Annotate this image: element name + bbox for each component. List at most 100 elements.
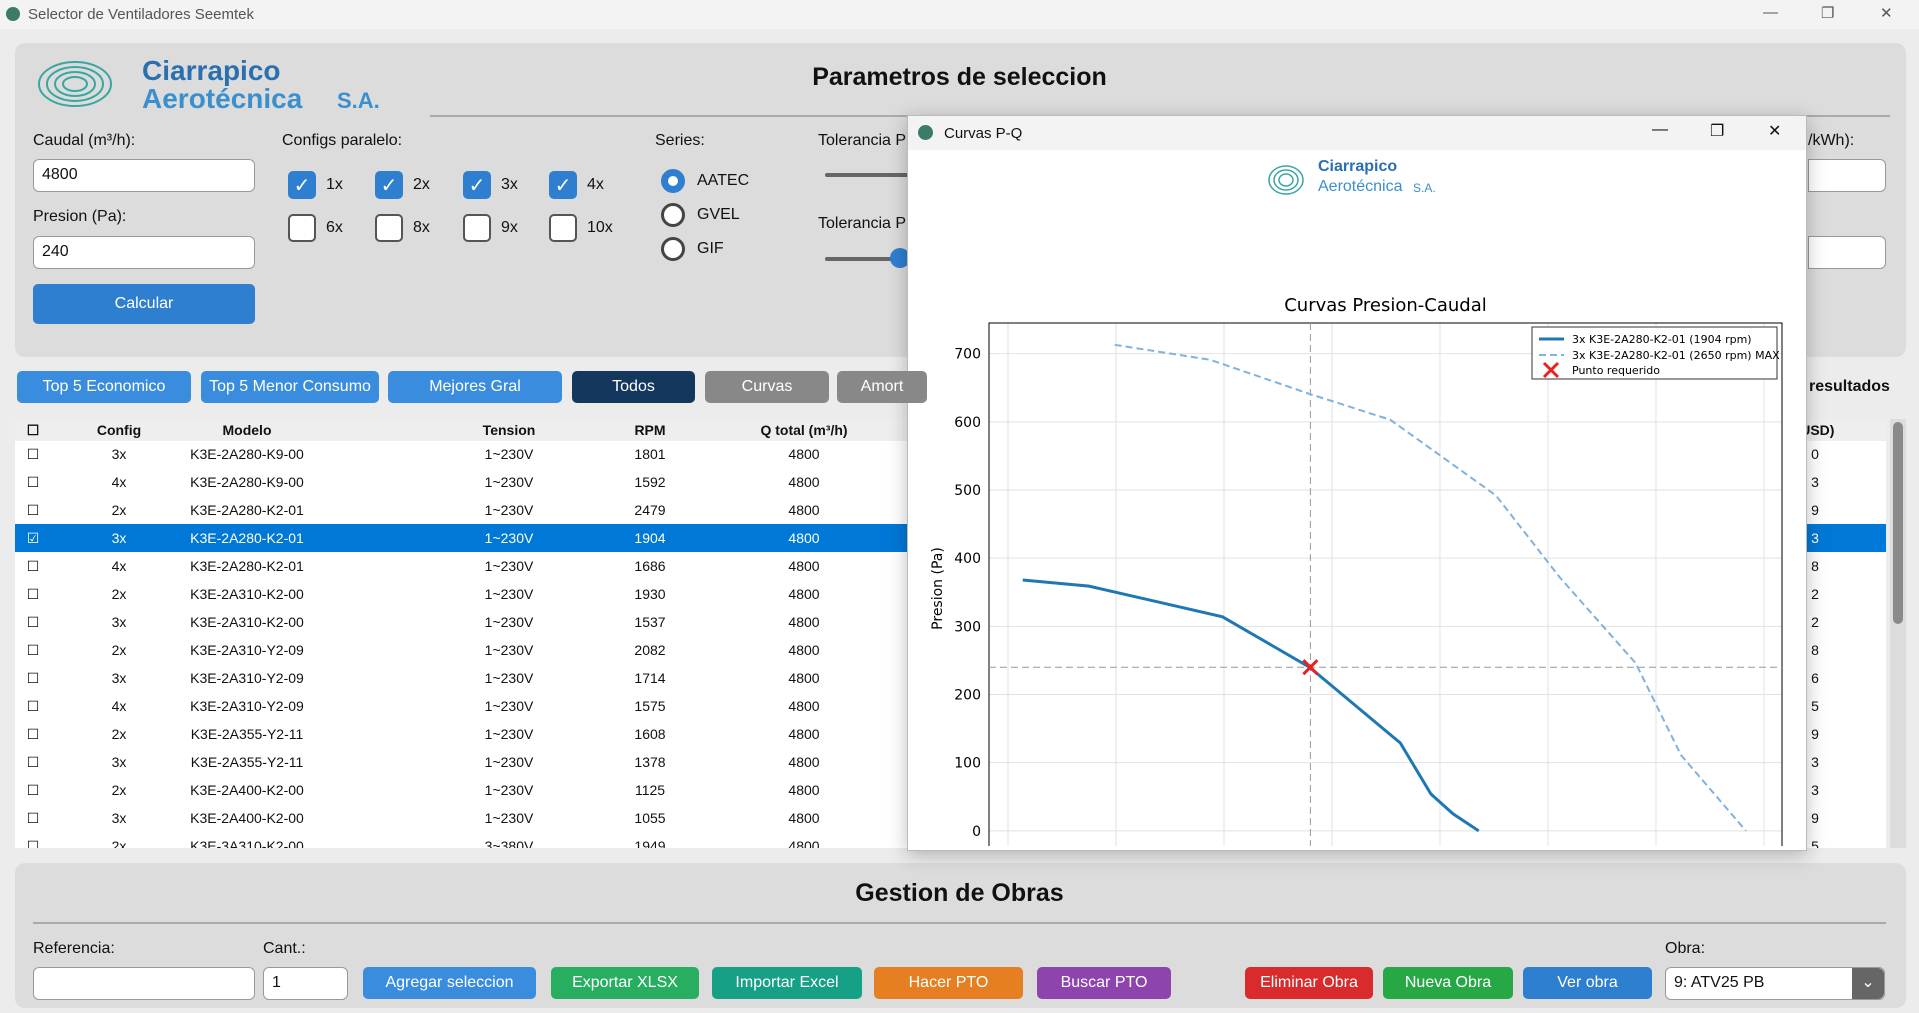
- table-cell: 8: [1811, 642, 1819, 658]
- table-row[interactable]: ☐ 3x K3E-2A280-K9-00 1~230V 1801 4800 0: [15, 440, 1886, 468]
- config-checkbox[interactable]: ✓: [463, 171, 491, 199]
- row-checkbox[interactable]: ☐: [26, 838, 40, 848]
- config-checkbox[interactable]: [375, 214, 403, 242]
- maximize-button[interactable]: ❐: [1710, 123, 1725, 140]
- obra-select[interactable]: 9: ATV25 PB ⌄: [1665, 967, 1885, 1000]
- close-button[interactable]: ✕: [1768, 123, 1782, 140]
- series-radio[interactable]: [661, 169, 685, 193]
- param-input[interactable]: [1808, 236, 1886, 269]
- tolerance-1-slider[interactable]: [825, 173, 915, 177]
- table-cell: 4800: [788, 726, 820, 742]
- obra-action-button[interactable]: Ver obra: [1523, 967, 1652, 999]
- table-row[interactable]: ☐ 2x K3E-2A310-K2-00 1~230V 1930 4800 2: [15, 580, 1886, 608]
- row-checkbox[interactable]: ☐: [26, 726, 40, 742]
- obra-action-button[interactable]: Exportar XLSX: [551, 967, 699, 999]
- popup-title: Curvas P-Q: [944, 125, 1023, 142]
- tab-button[interactable]: Top 5 Menor Consumo: [201, 371, 379, 403]
- row-checkbox[interactable]: ☐: [26, 810, 40, 826]
- table-row[interactable]: ☐ 3x K3E-2A310-Y2-09 1~230V 1714 4800 6: [15, 664, 1886, 692]
- table-cell: 1~230V: [484, 726, 534, 742]
- popup-title-bar: Curvas P-Q — ❐ ✕: [908, 116, 1806, 150]
- maximize-button[interactable]: ❐: [1821, 5, 1835, 22]
- obra-action-button[interactable]: Hacer PTO: [874, 967, 1023, 999]
- tolerance-2-slider[interactable]: [825, 257, 915, 261]
- row-checkbox[interactable]: ☐: [26, 558, 40, 574]
- chevron-down-icon[interactable]: ⌄: [1852, 968, 1884, 999]
- config-checkbox[interactable]: [463, 214, 491, 242]
- tab-button[interactable]: Mejores Gral: [388, 371, 562, 403]
- minimize-button[interactable]: —: [1652, 121, 1668, 138]
- calcular-button[interactable]: Calcular: [33, 284, 255, 324]
- table-row[interactable]: ☐ 4x K3E-2A310-Y2-09 1~230V 1575 4800 5: [15, 692, 1886, 720]
- config-checkbox[interactable]: ✓: [288, 171, 316, 199]
- tab-button[interactable]: Top 5 Economico: [17, 371, 191, 403]
- ref-input[interactable]: [33, 967, 255, 1000]
- table-row[interactable]: ☐ 4x K3E-2A280-K9-00 1~230V 1592 4800 3: [15, 468, 1886, 496]
- row-checkbox[interactable]: ☐: [26, 614, 40, 630]
- obra-action-button[interactable]: Eliminar Obra: [1245, 967, 1373, 999]
- table-cell: 1949: [634, 838, 666, 848]
- table-cell: K3E-2A310-Y2-09: [190, 698, 304, 714]
- row-checkbox[interactable]: ☐: [26, 502, 40, 518]
- table-cell: 9: [1811, 810, 1819, 826]
- row-checkbox[interactable]: ☑: [26, 530, 40, 546]
- presion-label: Presion (Pa):: [33, 208, 127, 225]
- table-cell: 1~230V: [484, 502, 534, 518]
- scrollbar-thumb[interactable]: [1893, 422, 1903, 624]
- table-row[interactable]: ☐ 3x K3E-2A310-K2-00 1~230V 1537 4800 2: [15, 608, 1886, 636]
- scrollbar[interactable]: [1890, 419, 1906, 848]
- obra-action-button[interactable]: Importar Excel: [712, 967, 862, 999]
- table-row[interactable]: ☐ 2x K3E-2A355-Y2-11 1~230V 1608 4800 9: [15, 720, 1886, 748]
- legend-marker-icon: [1542, 361, 1560, 379]
- obra-action-button[interactable]: Agregar seleccion: [363, 967, 536, 999]
- series-label: Series:: [655, 132, 705, 149]
- obra-action-button[interactable]: Nueva Obra: [1383, 967, 1513, 999]
- row-checkbox[interactable]: ☐: [26, 754, 40, 770]
- close-button[interactable]: ✕: [1880, 5, 1893, 22]
- table-cell: K3E-2A280-K2-01: [190, 502, 304, 518]
- caudal-input[interactable]: 4800: [33, 159, 255, 192]
- ref-label: Referencia:: [33, 940, 115, 957]
- table-cell: 2x: [111, 726, 127, 742]
- config-checkbox[interactable]: [288, 214, 316, 242]
- table-row[interactable]: ☐ 4x K3E-2A280-K2-01 1~230V 1686 4800 8: [15, 552, 1886, 580]
- column-header[interactable]: ☐: [26, 422, 40, 438]
- presion-input[interactable]: 240: [33, 236, 255, 269]
- table-row[interactable]: ☐ 2x K3E-2A310-Y2-09 1~230V 2082 4800 8: [15, 636, 1886, 664]
- config-checkbox[interactable]: [549, 214, 577, 242]
- table-cell: 1801: [634, 446, 666, 462]
- tab-button[interactable]: Curvas: [705, 371, 829, 403]
- table-cell: 4800: [788, 810, 820, 826]
- table-cell: 2x: [111, 502, 127, 518]
- obra-action-button[interactable]: Buscar PTO: [1037, 967, 1171, 999]
- row-checkbox[interactable]: ☐: [26, 474, 40, 490]
- row-checkbox[interactable]: ☐: [26, 698, 40, 714]
- table-cell: 1930: [634, 586, 666, 602]
- divider: [33, 922, 1886, 924]
- config-checkbox[interactable]: ✓: [549, 171, 577, 199]
- table-row[interactable]: ☐ 3x K3E-2A355-Y2-11 1~230V 1378 4800 3: [15, 748, 1886, 776]
- table-row[interactable]: ☐ 2x K3E-2A280-K2-01 1~230V 2479 4800 9: [15, 496, 1886, 524]
- table-cell: 2x: [111, 838, 127, 848]
- table-cell: K3E-2A310-Y2-09: [190, 670, 304, 686]
- tab-button[interactable]: Amort: [837, 371, 927, 403]
- logo-text: S.A.: [1413, 181, 1436, 195]
- config-checkbox[interactable]: ✓: [375, 171, 403, 199]
- table-row[interactable]: ☐ 3x K3E-2A400-K2-00 1~230V 1055 4800 9: [15, 804, 1886, 832]
- minimize-button[interactable]: —: [1763, 4, 1778, 21]
- row-checkbox[interactable]: ☐: [26, 642, 40, 658]
- row-checkbox[interactable]: ☐: [26, 586, 40, 602]
- pq-chart: 2000300040005000600070008000900001002003…: [930, 295, 1783, 846]
- series-radio[interactable]: [661, 203, 685, 227]
- row-checkbox[interactable]: ☐: [26, 670, 40, 686]
- series-radio[interactable]: [661, 237, 685, 261]
- kwh-input[interactable]: [1808, 159, 1886, 192]
- table-row[interactable]: ☐ 2x K3E-3A310-K2-00 3~380V 1949 4800 5: [15, 832, 1886, 848]
- cant-input[interactable]: 1: [263, 967, 348, 1000]
- table-row[interactable]: ☐ 2x K3E-2A400-K2-00 1~230V 1125 4800 3: [15, 776, 1886, 804]
- y-tick-label: 500: [954, 483, 981, 499]
- row-checkbox[interactable]: ☐: [26, 782, 40, 798]
- slider-handle[interactable]: [890, 248, 910, 268]
- row-checkbox[interactable]: ☐: [26, 446, 40, 462]
- tab-button[interactable]: Todos: [572, 371, 695, 403]
